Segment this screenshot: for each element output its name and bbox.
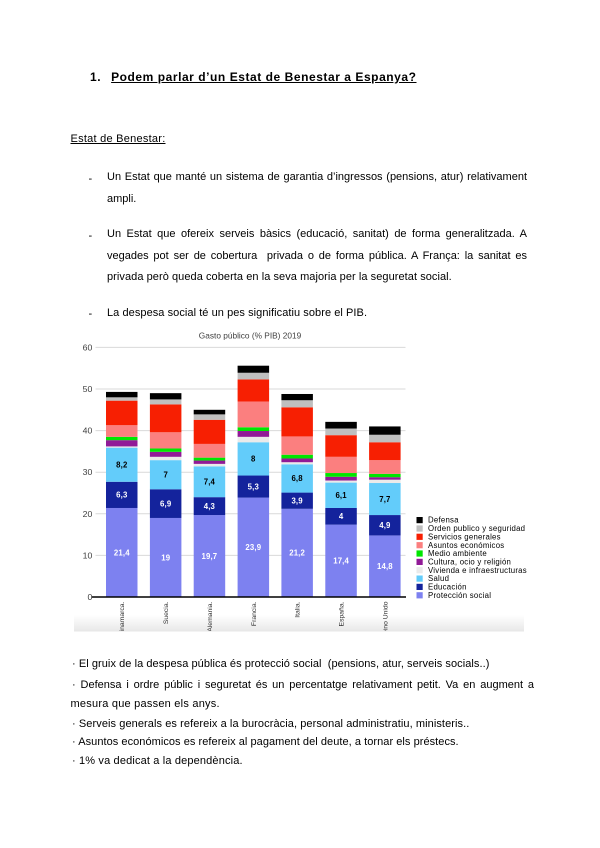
svg-text:3,9: 3,9	[291, 497, 303, 506]
svg-text:Salud: Salud	[428, 574, 449, 583]
svg-text:Dinamarca.: Dinamarca.	[119, 601, 126, 636]
svg-text:17,4: 17,4	[333, 557, 349, 566]
svg-text:6,9: 6,9	[160, 499, 172, 508]
svg-text:Asuntos económicos: Asuntos económicos	[428, 541, 504, 550]
svg-text:4,9: 4,9	[379, 521, 391, 530]
svg-text:23,9: 23,9	[245, 543, 261, 552]
svg-text:Medio ambiente: Medio ambiente	[428, 549, 487, 558]
svg-text:Educación: Educación	[428, 583, 467, 592]
svg-text:19: 19	[161, 553, 170, 562]
svg-text:Protección social: Protección social	[428, 591, 491, 600]
svg-text:Italia.: Italia.	[295, 601, 302, 617]
svg-text:19,7: 19,7	[202, 552, 218, 561]
svg-text:Servicios generales: Servicios generales	[428, 532, 501, 541]
svg-text:4,3: 4,3	[204, 502, 216, 511]
svg-text:Defensa: Defensa	[428, 516, 459, 525]
svg-text:40: 40	[83, 426, 93, 436]
svg-text:50: 50	[83, 384, 93, 394]
svg-text:Alemania.: Alemania.	[207, 601, 214, 631]
svg-text:7,7: 7,7	[379, 495, 390, 504]
svg-text:6,3: 6,3	[116, 491, 128, 500]
svg-text:Suecia.: Suecia.	[163, 601, 170, 624]
svg-text:4: 4	[339, 512, 344, 521]
svg-text:14,8: 14,8	[377, 562, 393, 571]
svg-text:21,4: 21,4	[114, 548, 130, 557]
svg-text:Gasto público (% PIB) 2019: Gasto público (% PIB) 2019	[199, 331, 302, 341]
svg-text:7,4: 7,4	[204, 478, 216, 487]
svg-text:Cultura, ocio y religión: Cultura, ocio y religión	[428, 558, 511, 567]
svg-text:0: 0	[87, 592, 92, 602]
svg-text:8: 8	[251, 455, 256, 464]
svg-text:21,2: 21,2	[289, 549, 305, 558]
svg-text:Orden publico y seguridad: Orden publico y seguridad	[428, 524, 525, 533]
svg-text:20: 20	[83, 509, 93, 519]
svg-text:60: 60	[83, 342, 93, 352]
svg-text:6,1: 6,1	[335, 491, 347, 500]
svg-text:10: 10	[83, 550, 93, 560]
svg-text:8,2: 8,2	[116, 461, 128, 470]
svg-text:Reino Unido: Reino Unido	[382, 601, 389, 639]
svg-text:España.: España.	[339, 601, 346, 626]
svg-text:30: 30	[83, 467, 93, 477]
svg-text:5,3: 5,3	[248, 482, 260, 491]
svg-text:Francia.: Francia.	[251, 601, 258, 626]
svg-text:7: 7	[163, 471, 168, 480]
svg-text:Vivienda e infraestructuras: Vivienda e infraestructuras	[428, 566, 527, 575]
svg-text:6,8: 6,8	[291, 474, 303, 483]
